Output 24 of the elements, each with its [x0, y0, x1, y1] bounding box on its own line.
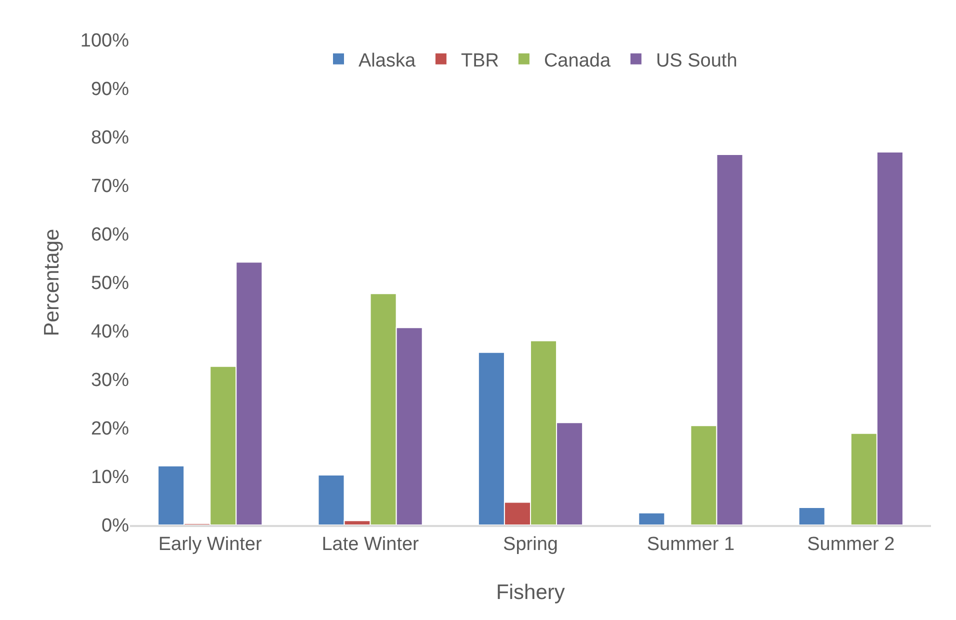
y-tick-label: 0% — [102, 516, 130, 537]
y-tick-label: 50% — [90, 273, 130, 294]
x-tick-label: Early Winter — [158, 534, 262, 555]
legend-label: Canada — [544, 50, 611, 72]
y-axis-title: Percentage — [40, 228, 64, 336]
x-tick-label: Spring — [503, 534, 558, 555]
y-tick-label: 100% — [80, 30, 130, 52]
y-tick-label: 40% — [90, 322, 130, 343]
legend-label: Alaska — [358, 50, 416, 72]
legend-label: TBR — [460, 50, 499, 72]
y-tick-label: 80% — [90, 128, 130, 149]
x-tick-label: Summer 2 — [807, 534, 895, 555]
bar — [638, 512, 666, 525]
legend-label: US South — [656, 50, 738, 72]
y-tick-label: 10% — [90, 467, 130, 488]
y-tick-label: 70% — [90, 176, 130, 198]
x-axis-title: Fishery — [496, 581, 566, 604]
x-tick-label: Late Winter — [322, 534, 420, 555]
y-tick-label: 90% — [90, 79, 130, 100]
y-tick-label: 60% — [90, 224, 130, 246]
bar — [798, 507, 826, 525]
y-tick-label: 20% — [90, 418, 130, 440]
y-tick-label: 30% — [90, 370, 130, 392]
x-tick-label: Summer 1 — [646, 534, 735, 555]
